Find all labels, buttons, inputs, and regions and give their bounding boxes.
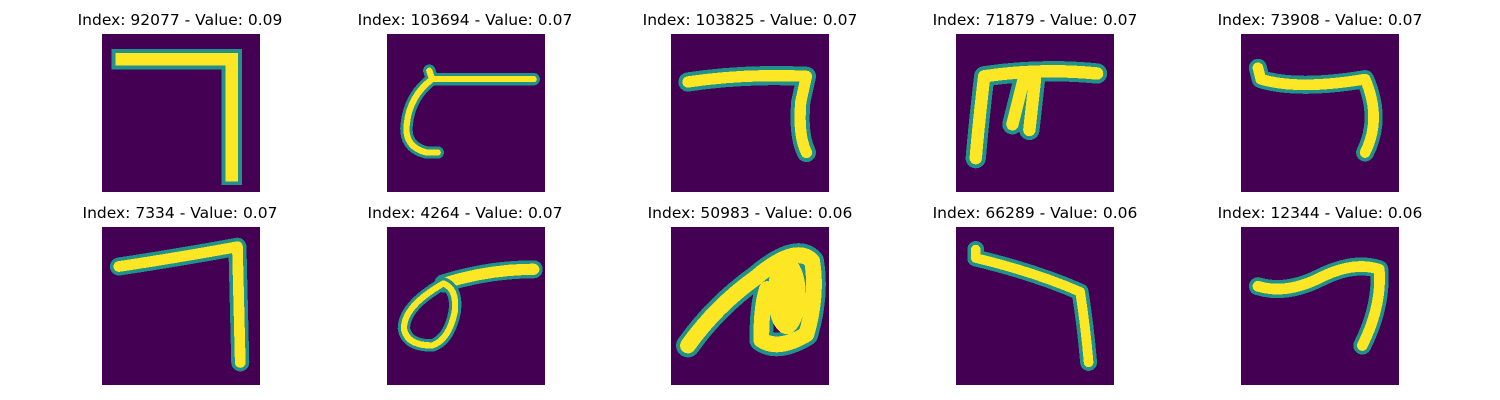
panel-title: Index: 7334 - Value: 0.07 bbox=[82, 204, 278, 222]
panel-title: Index: 103694 - Value: 0.07 bbox=[357, 11, 573, 29]
digit-image bbox=[956, 227, 1114, 385]
digit-image bbox=[1241, 227, 1399, 385]
digit-image bbox=[1241, 34, 1399, 192]
panel-title: Index: 71879 - Value: 0.07 bbox=[932, 11, 1138, 29]
panel-title: Index: 73908 - Value: 0.07 bbox=[1217, 11, 1423, 29]
digit-image bbox=[671, 227, 829, 385]
digit-image bbox=[387, 34, 545, 192]
panel-title: Index: 12344 - Value: 0.06 bbox=[1217, 204, 1423, 222]
panel-title: Index: 66289 - Value: 0.06 bbox=[932, 204, 1138, 222]
digit-image bbox=[671, 34, 829, 192]
panel-title: Index: 4264 - Value: 0.07 bbox=[367, 204, 563, 222]
panel-title: Index: 50983 - Value: 0.06 bbox=[647, 204, 853, 222]
digit-image bbox=[387, 227, 545, 385]
panel-title: Index: 92077 - Value: 0.09 bbox=[77, 11, 283, 29]
digit-image bbox=[956, 34, 1114, 192]
digit-image bbox=[102, 227, 260, 385]
panel-title: Index: 103825 - Value: 0.07 bbox=[642, 11, 858, 29]
digit-image bbox=[102, 34, 260, 192]
